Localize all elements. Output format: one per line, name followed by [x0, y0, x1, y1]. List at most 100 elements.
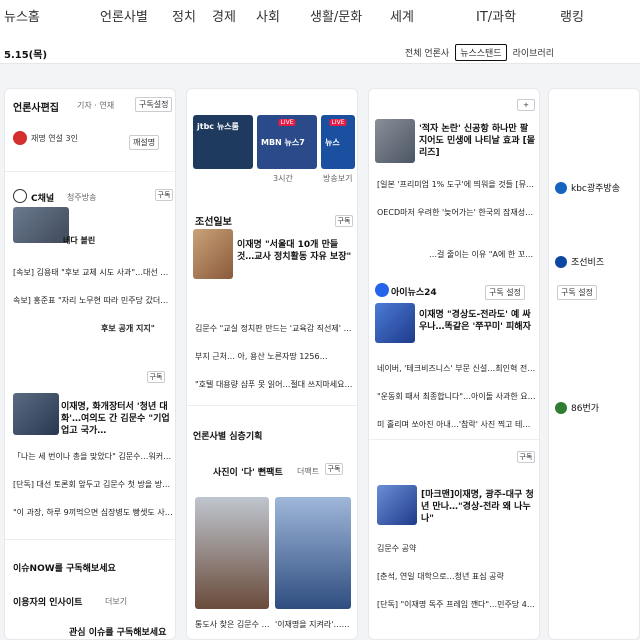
headline-link[interactable]: [춘석, 연일 대학으로…청년 표심 공략: [377, 572, 504, 581]
press-name[interactable]: 언론사편집: [13, 103, 59, 114]
tv-label: 뉴스: [325, 138, 340, 147]
tv-bg: [193, 115, 253, 169]
press-logo-icon: [555, 255, 567, 268]
headline-link[interactable]: 미 홀리며 쏘아진 아내…'참락' 사진 찍고 테니스 간 남편: [377, 420, 537, 429]
divider: [5, 171, 175, 172]
subscribe-setting-button[interactable]: 구독 설정: [557, 285, 597, 300]
headline-main[interactable]: [마크맨]이재명, 광주-대구 청년 만나…"경상-전라 왜 나누나": [421, 490, 534, 524]
news-thumbnail[interactable]: [193, 229, 233, 279]
section-title[interactable]: 이슈NOW를 구독해보세요: [13, 564, 116, 574]
press-logo-icon: [555, 401, 567, 414]
press-logo-icon: [13, 189, 27, 203]
press-name: 조선비즈: [571, 258, 605, 268]
subscribe-button[interactable]: 구독: [155, 189, 173, 201]
nav-item-world[interactable]: 세계: [390, 10, 414, 25]
press-name[interactable]: 사진이 '다' 뻔팩트: [213, 468, 283, 478]
filter-library[interactable]: 라이브러리: [512, 49, 554, 59]
headline-link[interactable]: 김문수 공약: [377, 544, 417, 553]
press-logo-icon: [13, 131, 27, 145]
headline-link[interactable]: "운동회 때서 최종합니다"…아이돌 사과한 요즘 운동회 "…: [377, 392, 537, 401]
tv-thumbnail-mbn[interactable]: LIVE MBN 뉴스7: [257, 115, 317, 169]
tv-label: jtbc 뉴스룸: [197, 122, 239, 131]
tv-label: MBN 뉴스7: [261, 138, 305, 147]
photo-thumbnail[interactable]: [195, 497, 269, 609]
subscribe-setting-button[interactable]: 구독설정: [135, 97, 173, 112]
news-column-1: 언론사편집 기자 · 연재 구독설정 재명 연설 3인 깨설명 C채널 청주방송…: [4, 88, 176, 640]
nav-item-home[interactable]: 뉴스홈: [4, 10, 40, 25]
press-sub: 청주방송: [67, 193, 97, 202]
nav-item-ranking[interactable]: 랭킹: [560, 10, 584, 25]
headline-link[interactable]: 속보] 홍준표 "자리 노무현 따라 민주당 갔더라면": [13, 296, 173, 305]
subscribe-setting-button[interactable]: 구독 설정: [485, 285, 525, 300]
live-badge: LIVE: [329, 119, 347, 126]
subscribe-button[interactable]: +: [517, 99, 535, 111]
live-badge: LIVE: [278, 119, 296, 126]
headline-link[interactable]: "호텔 대용량 샴푸 못 읽어…절대 쓰지마세요" 지적의 경고: [195, 380, 355, 389]
news-thumbnail[interactable]: [13, 393, 59, 435]
nav-item-society[interactable]: 사회: [256, 10, 280, 25]
filter-newsstand[interactable]: 뉴스스탠드: [455, 44, 507, 61]
photo-thumbnail[interactable]: [275, 497, 351, 609]
headline-main[interactable]: '적자 논란' 신공항 하나만 팔 지어도 민생에 나티날 효과 [몰리즈]: [419, 124, 536, 158]
nav-item-press[interactable]: 언론사별: [100, 10, 148, 25]
news-thumbnail[interactable]: [13, 207, 69, 243]
tag-chip[interactable]: 깨설명: [129, 135, 160, 150]
headline-link[interactable]: [단독] "이재명 독주 프레임 깬다"…민주당 4대 선거전략: [377, 600, 537, 609]
press-logo-icon: [375, 283, 389, 297]
nav-item-it[interactable]: IT/과학: [476, 10, 517, 25]
press-item[interactable]: kbc광주방송: [555, 181, 620, 194]
headline-link[interactable]: [단독] 대선 토론회 앞두고 김문수 첫 방을 방치하고 테니스…: [13, 480, 173, 489]
subscribe-button[interactable]: 구독: [335, 215, 353, 227]
news-thumbnail[interactable]: [375, 303, 415, 343]
press-filter: 전체 언론사 뉴스스탠드 라이브러리: [405, 44, 554, 61]
top-nav: 뉴스홈 언론사별 정치 경제 사회 생활/문화 세계 IT/과학 랭킹: [0, 6, 640, 25]
nav-item-economy[interactable]: 경제: [212, 10, 236, 25]
press-sub: 더팩트: [297, 467, 320, 476]
press-name[interactable]: 아이뉴스24: [391, 288, 437, 298]
headline-link[interactable]: [일본 '프리미엄 1% 도구'에 띄워을 것들 [뮤…: [377, 180, 534, 189]
headline-main[interactable]: 이재명, 화개장터서 '청년 대화'…여의도 간 김문수 "기업 업고 국가…: [61, 402, 170, 436]
divider: [369, 439, 539, 440]
headline-link[interactable]: [속보] 김용태 "후보 교체 시도 사과"…대선 승리 위해…: [13, 268, 173, 277]
headline-link[interactable]: …걸 줄이는 이유 "A에 한 꼬이라도 더…: [429, 250, 537, 259]
subscribe-button[interactable]: 구독: [325, 463, 343, 475]
headline-link[interactable]: 네이버, '테크비즈니스' 부문 신설…최인혁 전 COO 3년…: [377, 364, 537, 373]
filter-all[interactable]: 전체 언론사: [404, 49, 450, 59]
press-item[interactable]: 86번가: [555, 401, 599, 414]
news-thumbnail[interactable]: [375, 119, 415, 163]
news-column-4: kbc광주방송 조선비즈 구독 설정 86번가: [548, 88, 640, 640]
section-title[interactable]: 이용자의 인사이트: [13, 598, 83, 608]
thumb-caption[interactable]: 네다 볼린: [63, 236, 96, 245]
headline-link[interactable]: "이 과장, 하루 9끼먹으면 심장병도 빵셋도 사라진다고요?": [13, 508, 173, 517]
press-name: kbc광주방송: [571, 184, 620, 194]
tv-watch-link[interactable]: 방송보기: [323, 174, 353, 183]
headline-link[interactable]: 「나는 세 번이나 총을 맞았다" 김문수…워커도 건강식…: [13, 452, 173, 461]
headline-main[interactable]: 이재명 "경상도-전라도' 예 싸우나…똑같은 '쭈꾸미' 피해자: [419, 310, 531, 332]
nav-item-culture[interactable]: 생활/문화: [310, 10, 363, 25]
section-title[interactable]: 관심 이슈를 구독해보세요: [69, 628, 167, 638]
divider: [187, 405, 357, 406]
tv-time: 3시간: [273, 174, 293, 183]
headline-link[interactable]: 부지 근처… 아, 용산 노른자땅 1256…: [195, 352, 328, 361]
press-name[interactable]: 조선일보: [195, 217, 232, 228]
news-thumbnail[interactable]: [377, 485, 417, 525]
headline-link[interactable]: 김문수 "교실 정치판 만드는 '교육감 직선제' 폐지": [195, 324, 355, 333]
press-menu-label[interactable]: 재명 연설 3인: [31, 134, 78, 143]
headline-link[interactable]: OECD마저 우려한 '늦어가는' 한국의 잠재성장률 [마무…: [377, 208, 537, 217]
section-title[interactable]: 언론사별 심층기획: [193, 432, 263, 442]
tv-thumbnail-3[interactable]: LIVE 뉴스: [321, 115, 355, 169]
press-item[interactable]: 조선비즈: [555, 255, 604, 268]
photo-caption[interactable]: '이재명을 지켜라'…저격에 대비한 현장: [275, 620, 353, 629]
news-column-3: + '적자 논란' 신공항 하나만 팔 지어도 민생에 나티날 효과 [몰리즈]…: [368, 88, 540, 640]
headline-link[interactable]: 후보 공개 지지": [101, 324, 155, 333]
nav-item-politics[interactable]: 정치: [172, 10, 196, 25]
more-link[interactable]: 더보기: [105, 597, 128, 606]
press-name: 86번가: [571, 404, 600, 414]
press-name[interactable]: C채널: [31, 194, 55, 204]
top-bar: 뉴스홈 언론사별 정치 경제 사회 생활/문화 세계 IT/과학 랭킹 5.15…: [0, 0, 640, 64]
subscribe-button[interactable]: 구독: [517, 451, 535, 463]
photo-caption[interactable]: 통도사 찾은 김문수 국민의힘 대선 후보: [195, 620, 271, 629]
tv-thumbnail-jtbc[interactable]: jtbc 뉴스룸: [193, 115, 253, 169]
subscribe-button[interactable]: 구독: [147, 371, 165, 383]
headline-main[interactable]: 이재명 "서울대 10개 만들 것…교사 정치활동 자유 보장": [237, 240, 352, 262]
